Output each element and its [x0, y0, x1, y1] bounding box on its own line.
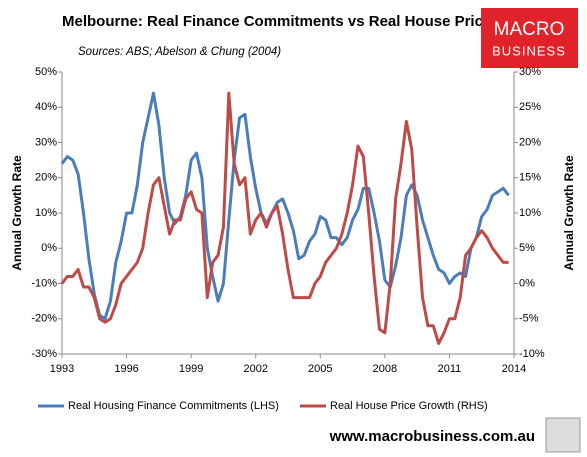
x-tick-label: 2008 — [373, 363, 397, 375]
legend-label: Real House Price Growth (RHS) — [330, 400, 488, 412]
y-tick-label: 40% — [35, 101, 57, 113]
y2-tick-label: -10% — [519, 348, 545, 360]
y2-tick-label: -5% — [519, 313, 539, 325]
x-tick-label: 1996 — [114, 363, 138, 375]
logo-text: BUSINESS — [492, 43, 566, 58]
y-axis-label: Annual Growth Rate — [10, 155, 24, 271]
y2-tick-label: 15% — [519, 172, 541, 184]
x-tick-label: 2005 — [308, 363, 332, 375]
y2-tick-label: 25% — [519, 101, 541, 113]
x-tick-label: 2014 — [502, 363, 526, 375]
y-tick-label: 30% — [35, 136, 57, 148]
x-tick-label: 2002 — [243, 363, 267, 375]
logo-box — [481, 8, 578, 68]
y-tick-label: -10% — [31, 277, 57, 289]
wolf-icon — [545, 417, 581, 453]
chart-subtitle: Sources: ABS; Abelson & Chung (2004) — [78, 46, 281, 58]
footer-url: www.macrobusiness.com.au — [329, 428, 535, 445]
y2-tick-label: 10% — [519, 207, 541, 219]
y-tick-label: 10% — [35, 207, 57, 219]
series-line — [60, 91, 510, 321]
x-tick-label: 1999 — [179, 363, 203, 375]
y-tick-label: 0% — [41, 242, 57, 254]
y2-tick-label: 0% — [519, 277, 535, 289]
y2-axis-label: Annual Growth Rate — [562, 155, 576, 271]
y-tick-label: 20% — [35, 172, 57, 184]
y2-tick-label: 20% — [519, 136, 541, 148]
x-tick-label: 1993 — [50, 363, 74, 375]
y-tick-label: -20% — [31, 313, 57, 325]
chart-title: Melbourne: Real Finance Commitments vs R… — [62, 13, 500, 30]
x-tick-label: 2011 — [438, 363, 462, 375]
y2-tick-label: 30% — [519, 66, 541, 78]
series-line — [60, 91, 509, 345]
logo-text: MACRO — [494, 19, 565, 40]
y-tick-label: -30% — [31, 348, 57, 360]
y2-tick-label: 5% — [519, 242, 535, 254]
y-tick-label: 50% — [35, 66, 57, 78]
legend-label: Real Housing Finance Commitments (LHS) — [68, 400, 279, 412]
